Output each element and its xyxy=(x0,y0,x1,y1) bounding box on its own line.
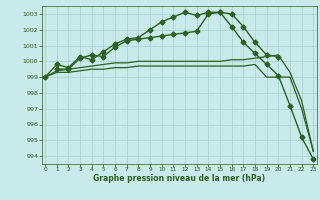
X-axis label: Graphe pression niveau de la mer (hPa): Graphe pression niveau de la mer (hPa) xyxy=(93,174,265,183)
